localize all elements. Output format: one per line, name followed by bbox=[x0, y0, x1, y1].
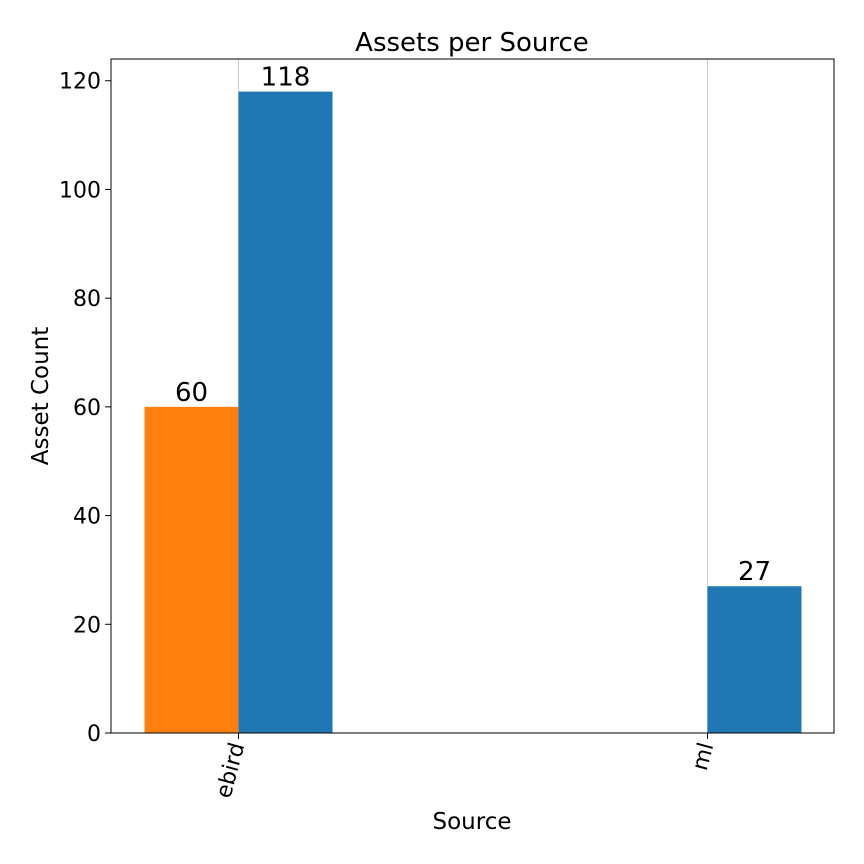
bar-ebird-series-0 bbox=[144, 406, 239, 733]
bar-ebird-series-1 bbox=[238, 91, 333, 733]
data-label-ebird-series-1: 118 bbox=[261, 63, 311, 93]
x-tick-label-ebird: ebird bbox=[212, 740, 251, 801]
y-tick-label: 120 bbox=[59, 70, 101, 95]
bars bbox=[144, 91, 802, 733]
y-tick-label: 100 bbox=[59, 178, 101, 203]
y-axis-ticks: 0 20 40 60 80 100 120 bbox=[59, 70, 111, 747]
x-axis-ticks: ebird ml bbox=[212, 733, 719, 801]
y-axis-label: Asset Count bbox=[28, 327, 54, 465]
data-label-ebird-series-0: 60 bbox=[175, 378, 208, 408]
y-tick-label: 20 bbox=[73, 613, 101, 638]
x-axis-label: Source bbox=[433, 809, 512, 835]
x-tick-label-ml: ml bbox=[688, 740, 719, 773]
bar-ml-series-1 bbox=[707, 586, 802, 733]
y-tick-label: 0 bbox=[87, 722, 101, 747]
chart-title: Assets per Source bbox=[355, 28, 589, 58]
y-tick-label: 40 bbox=[73, 505, 101, 530]
y-tick-label: 60 bbox=[73, 396, 101, 421]
y-tick-label: 80 bbox=[73, 287, 101, 312]
data-label-ml-series-1: 27 bbox=[738, 557, 771, 587]
data-labels: 60 118 27 bbox=[175, 63, 771, 588]
plot-frame bbox=[110, 58, 835, 734]
